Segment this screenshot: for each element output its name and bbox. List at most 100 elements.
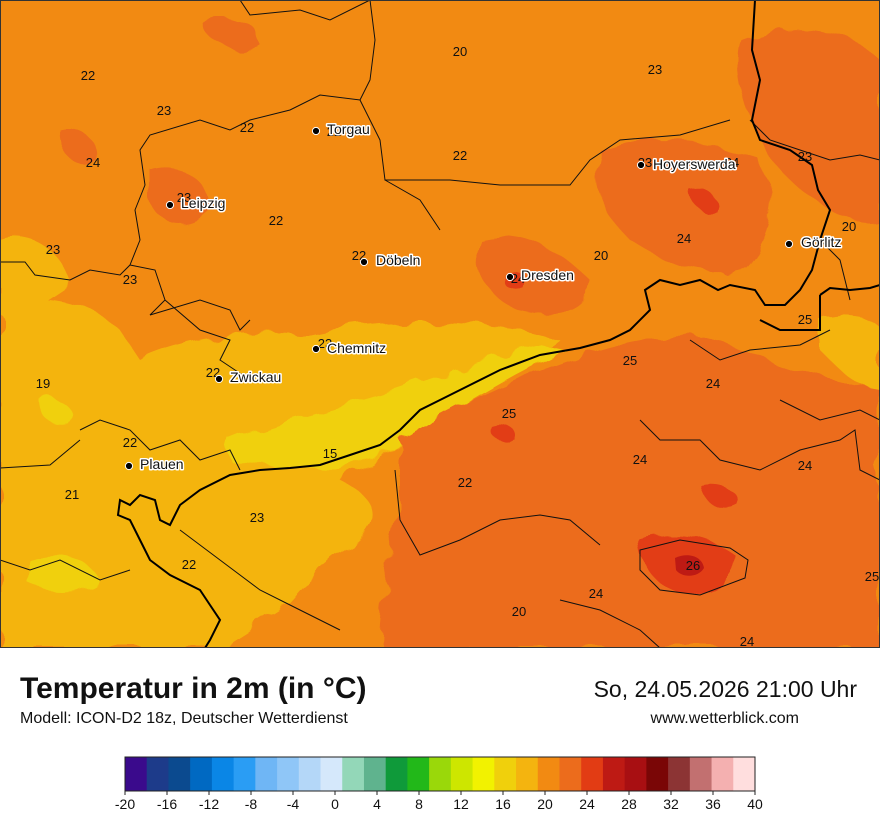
temp-label: 23 xyxy=(318,336,332,351)
legend-swatch xyxy=(342,757,365,791)
legend-swatch xyxy=(363,757,387,791)
city-marker-zwickau: Zwickau xyxy=(214,368,283,387)
city-label: Görlitz xyxy=(801,234,841,250)
legend-swatch xyxy=(450,757,474,791)
legend-swatch xyxy=(646,757,669,791)
legend-swatch xyxy=(711,757,734,791)
city-label: Döbeln xyxy=(376,252,420,268)
temp-label: 23 xyxy=(798,149,812,164)
temp-label: 19 xyxy=(36,376,50,391)
temp-label: 22 xyxy=(453,148,467,163)
temperature-map: 20 22 23 22 22 23 24 23 22 23 24 24 20 2… xyxy=(0,0,880,648)
country-border xyxy=(116,0,880,648)
city-marker-hoyerswerda: Hoyerswerda xyxy=(636,155,737,174)
temp-label: 25 xyxy=(623,353,637,368)
temp-label: 24 xyxy=(740,634,754,648)
legend-swatch xyxy=(168,757,191,791)
legend-swatch xyxy=(733,757,756,791)
temperature-patches xyxy=(0,16,880,648)
city-marker-goerlitz: Görlitz xyxy=(784,233,843,252)
legend-swatch xyxy=(494,757,517,791)
legend-tick-label: 40 xyxy=(747,796,763,812)
legend-swatch xyxy=(146,757,169,791)
temp-label: 24 xyxy=(677,231,691,246)
legend-swatch xyxy=(537,757,560,791)
legend-swatch xyxy=(125,757,148,791)
legend-tick-label: 20 xyxy=(537,796,553,812)
temp-label: 23 xyxy=(123,272,137,287)
city-marker-dresden: Dresden xyxy=(505,266,575,285)
legend-frame xyxy=(124,756,756,792)
temp-label: 23 xyxy=(648,62,662,77)
temp-label: 24 xyxy=(589,586,603,601)
city-marker-torgau: Torgau xyxy=(311,120,371,139)
legend-swatch xyxy=(277,757,300,791)
city-label: Zwickau xyxy=(230,369,281,385)
city-marker-doebeln: Döbeln xyxy=(359,251,422,270)
temp-label: 22 xyxy=(269,213,283,228)
legend-swatch xyxy=(298,757,322,791)
temp-label: 15 xyxy=(323,446,337,461)
model-info: Modell: ICON-D2 18z, Deutscher Wetterdie… xyxy=(20,710,348,727)
hot-core-patch xyxy=(675,555,704,576)
temp-label: 20 xyxy=(453,44,467,59)
legend-swatch xyxy=(602,757,626,791)
legend-swatches xyxy=(125,757,756,791)
temp-label: 20 xyxy=(842,219,856,234)
website-link[interactable]: www.wetterblick.com xyxy=(650,710,799,727)
legend-tick-label: 0 xyxy=(331,796,339,812)
legend-swatch xyxy=(689,757,713,791)
temp-label: 23 xyxy=(177,190,191,205)
legend-swatch xyxy=(429,757,452,791)
temp-label: 24 xyxy=(706,376,720,391)
legend-tick-label: 4 xyxy=(373,796,381,812)
legend-swatch xyxy=(190,757,213,791)
legend-tick-label: -8 xyxy=(245,796,258,812)
temp-label: 24 xyxy=(511,271,525,286)
legend-tick-label: -4 xyxy=(287,796,300,812)
temp-label: 24 xyxy=(633,452,647,467)
city-marker-chemnitz: Chemnitz xyxy=(311,339,388,358)
legend-swatch xyxy=(624,757,647,791)
forecast-datetime: So, 24.05.2026 21:00 Uhr xyxy=(593,676,857,702)
legend-swatch xyxy=(255,757,278,791)
temp-label: 25 xyxy=(865,569,879,584)
legend-tick-label: 28 xyxy=(621,796,637,812)
legend-tick-label: 16 xyxy=(495,796,511,812)
city-label: Dresden xyxy=(521,267,574,283)
legend-tick-label: 32 xyxy=(663,796,679,812)
city-label: Torgau xyxy=(327,121,370,137)
legend-swatch xyxy=(320,757,343,791)
city-label: Hoyerswerda xyxy=(653,156,736,172)
legend-swatch xyxy=(559,757,582,791)
city-label: Plauen xyxy=(140,456,184,472)
temp-label: 24 xyxy=(725,155,739,170)
legend-tick-label: 24 xyxy=(579,796,595,812)
legend-tick-label: -20 xyxy=(115,796,135,812)
temp-label: 24 xyxy=(798,458,812,473)
temp-label: 23 xyxy=(157,103,171,118)
color-legend: -20 -16 -12 -8 -4 0 4 8 12 16 20 24 28 32 36 40 xyxy=(115,756,763,812)
legend-swatch xyxy=(581,757,604,791)
legend-swatch xyxy=(472,757,495,791)
legend-swatch xyxy=(233,757,256,791)
city-marker-leipzig: Leipzig xyxy=(165,194,227,213)
legend-swatch xyxy=(211,757,235,791)
city-marker-plauen: Plauen xyxy=(124,455,185,474)
temperature-values: 20 22 23 22 22 23 24 23 22 23 24 24 20 2… xyxy=(36,44,879,648)
temp-label: 20 xyxy=(512,604,526,619)
temp-label: 23 xyxy=(46,242,60,257)
temp-label: 24 xyxy=(86,155,100,170)
city-label: Leipzig xyxy=(181,195,225,211)
legend-swatch xyxy=(407,757,430,791)
legend-ticks: -20 -16 -12 -8 -4 0 4 8 12 16 20 24 28 32 36 40 xyxy=(115,791,763,812)
temp-label: 22 xyxy=(327,124,341,139)
district-borders xyxy=(0,0,880,648)
map-title: Temperatur in 2m (in °C) xyxy=(20,672,367,705)
temp-label: 22 xyxy=(458,475,472,490)
legend-tick-label: 12 xyxy=(453,796,469,812)
legend-tick-label: 8 xyxy=(415,796,423,812)
temp-label: 22 xyxy=(182,557,196,572)
temp-label: 22 xyxy=(81,68,95,83)
cities: Torgau Leipzig Hoyerswerda Görlitz Döbel… xyxy=(124,120,843,474)
